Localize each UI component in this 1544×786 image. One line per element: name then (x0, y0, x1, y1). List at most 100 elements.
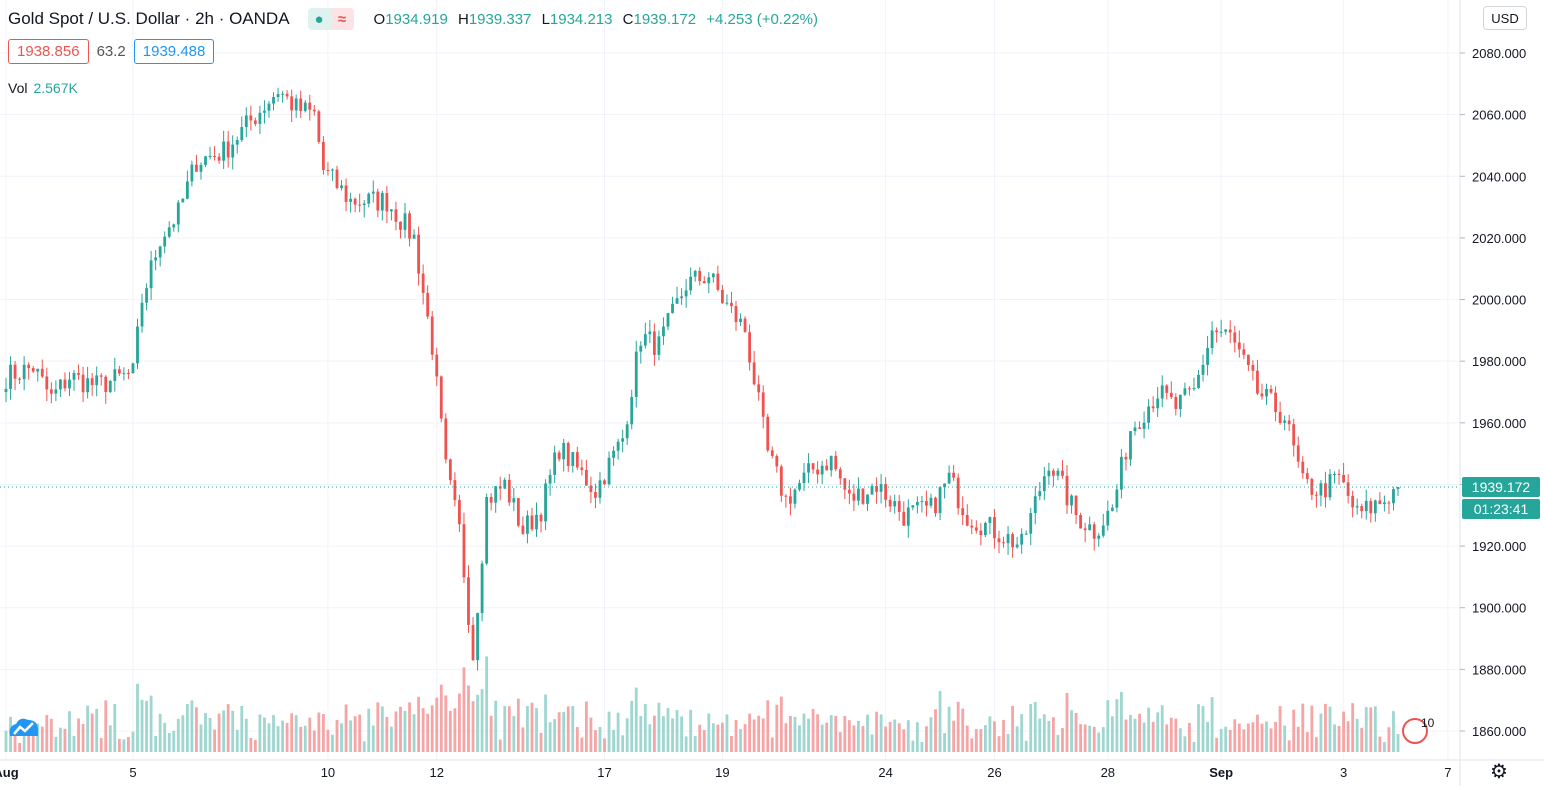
candle-body (190, 164, 194, 182)
buy-price-button[interactable]: 1939.488 (133, 39, 215, 64)
volume-bar (743, 724, 747, 752)
indicator-toggle[interactable]: ● ≈ (307, 8, 354, 30)
candle-body (571, 452, 575, 466)
candle-body (1373, 500, 1377, 514)
volume-bar (1038, 718, 1042, 752)
volume-bar (1183, 736, 1187, 752)
volume-bar (693, 736, 697, 752)
volume-bar (1260, 723, 1264, 752)
volume-bar (934, 709, 937, 752)
volume-bar (467, 685, 470, 752)
candle-body (458, 500, 461, 525)
candle-body (1197, 374, 1200, 389)
volume-bar (199, 724, 203, 752)
settings-gear-icon[interactable]: ⚙ (1490, 761, 1508, 783)
candle-body (1228, 329, 1232, 333)
volume-bar (915, 722, 919, 752)
candle-body (625, 424, 629, 439)
candle-body (408, 213, 411, 239)
candle-body (1051, 470, 1055, 476)
volume-bar (1246, 723, 1250, 752)
volume-bar (285, 723, 289, 752)
candle-body (1269, 388, 1273, 393)
volume-bar (911, 740, 915, 752)
candle-body (4, 388, 8, 392)
candle-body (154, 257, 158, 261)
volume-bar (1219, 728, 1223, 752)
volume-bar (811, 709, 815, 752)
candle-body (1092, 524, 1096, 539)
candle-body (1382, 502, 1386, 505)
wave-icon[interactable]: ≈ (330, 8, 354, 30)
candle-body (988, 517, 992, 523)
volume-bar (979, 729, 983, 752)
volume-bar (1110, 716, 1114, 752)
volume-bar (1002, 719, 1005, 752)
volume-bar (748, 713, 752, 752)
candle-body (566, 443, 570, 466)
price-axis[interactable]: 2080.000 2060.000 2040.000 2020.000 2000.000… (1459, 0, 1526, 786)
candle-body (1129, 431, 1132, 460)
volume-bar (72, 735, 76, 752)
volume-bar (376, 702, 380, 752)
candle-body (1192, 388, 1196, 390)
candle-body (893, 501, 897, 507)
volume-bar (31, 721, 35, 752)
volume-bar (1305, 732, 1309, 752)
time-tick-label: 19 (715, 765, 729, 780)
volume-bar (385, 717, 389, 752)
candle-body (648, 331, 652, 335)
candle-body (598, 480, 602, 498)
volume-bar (1120, 691, 1123, 752)
volume-bar (852, 725, 856, 752)
price-tick-label: 1880.000 (1472, 662, 1526, 677)
candle-body (798, 483, 801, 490)
volume-bar (4, 730, 8, 752)
candle-body (31, 368, 35, 372)
candle-body (548, 474, 552, 484)
candle-body (1165, 385, 1169, 393)
volume-bar (321, 713, 325, 752)
volume-bar (344, 704, 348, 752)
sell-price-button[interactable]: 1938.856 (8, 39, 89, 64)
time-axis[interactable]: Aug 5 10 12 17 19 24 26 28 Sep 3 7 (0, 759, 1544, 780)
candle-body (761, 392, 765, 417)
candle-body (775, 456, 779, 467)
volume-bar (63, 728, 67, 752)
candle-body (1138, 427, 1141, 429)
volume-bar (584, 701, 588, 752)
candle-body (666, 313, 670, 327)
time-tick-label: 5 (129, 765, 136, 780)
volume-bar (163, 722, 167, 752)
currency-button[interactable]: USD (1483, 6, 1527, 30)
candle-body (317, 111, 321, 142)
volume-bar (117, 738, 121, 752)
volume-bar (598, 726, 602, 752)
tradingview-logo-icon[interactable] (6, 712, 42, 742)
candle-body (789, 496, 792, 504)
price-tick-label: 2080.000 (1472, 46, 1526, 61)
price-tick-label: 1920.000 (1472, 539, 1526, 554)
volume-bar (539, 732, 543, 752)
candle-body (512, 498, 516, 503)
candle-body (1324, 483, 1327, 498)
candle-body (1392, 489, 1395, 504)
volume-bar (847, 720, 851, 752)
symbol-title[interactable]: Gold Spot / U.S. Dollar · 2h · OANDA (8, 9, 290, 28)
economic-events-icon[interactable] (1402, 718, 1428, 744)
volume-bar (1124, 719, 1128, 752)
volume-bar (462, 667, 466, 752)
volume-bar (938, 691, 942, 752)
volume-bar (1392, 711, 1395, 752)
volume-bar (471, 701, 475, 752)
volume-label[interactable]: Vol (8, 80, 28, 96)
candle-body (779, 466, 783, 496)
volume-bar (489, 715, 493, 752)
candle-body (866, 494, 869, 504)
candle-body (1047, 470, 1051, 477)
candle-body (915, 501, 919, 506)
volume-bar (439, 684, 443, 752)
volume-bar (18, 742, 22, 752)
dot-icon[interactable]: ● (307, 8, 331, 30)
